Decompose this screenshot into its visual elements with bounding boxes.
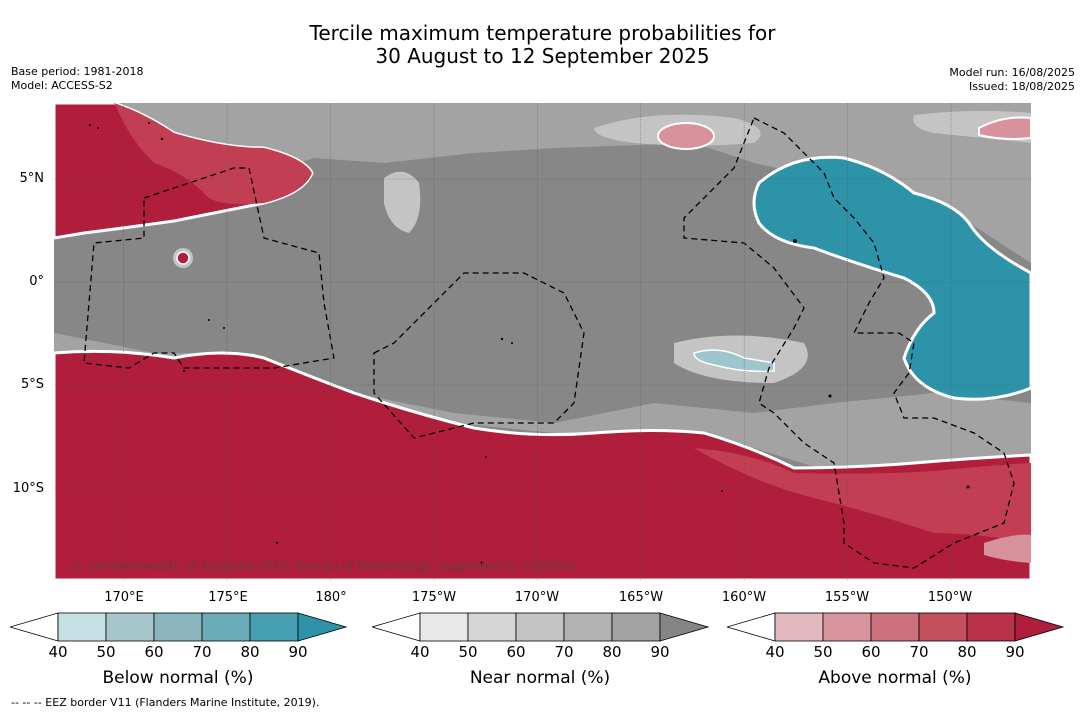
model-run: Model run: 16/08/2025 — [949, 66, 1075, 79]
cbar-near-tick: 40 — [410, 643, 430, 661]
above-normal-south-light-tone — [984, 534, 1031, 563]
colorbar-cell — [153, 612, 203, 642]
below-normal-light-patch — [693, 349, 775, 373]
lon-label-155w: 155°W — [824, 590, 870, 605]
colorbar-above-normal — [727, 612, 1065, 642]
cbar-below-tick: 80 — [240, 643, 260, 661]
lon-label-150w: 150°W — [927, 590, 973, 605]
colorbar-cell — [467, 612, 517, 642]
colorbar-cell — [611, 612, 661, 642]
cbar-above-under — [727, 612, 776, 642]
lon-label-160w: 160°W — [721, 590, 767, 605]
copyright-notice: © Commonwealth of Australia 2025, Bureau… — [71, 559, 577, 573]
lon-label-170w: 170°W — [514, 590, 560, 605]
cbar-below-under — [10, 612, 59, 642]
island-dots — [88, 122, 970, 565]
cbar-above-tick: 90 — [1005, 643, 1025, 661]
cbar-above-tick: 40 — [765, 643, 785, 661]
near-normal-light-patch-center — [384, 171, 421, 233]
cbar-below-tick: 50 — [96, 643, 116, 661]
above-normal-south-region — [54, 349, 1031, 580]
probability-map — [54, 103, 1031, 580]
meta-right: Model run: 16/08/2025 Issued: 18/08/2025 — [949, 66, 1075, 94]
lat-label-0: 0° — [29, 274, 44, 289]
colorbar-above-title: Above normal (%) — [818, 668, 972, 688]
cbar-above-tick: 50 — [813, 643, 833, 661]
cbar-near-tick: 70 — [554, 643, 574, 661]
lon-label-170e: 170°E — [104, 590, 144, 605]
colorbar-below-normal — [10, 612, 348, 642]
colorbar-cell — [870, 612, 920, 642]
issued-date: Issued: 18/08/2025 — [968, 80, 1075, 93]
lat-label-5n: 5°N — [19, 171, 45, 186]
model-name: Model: ACCESS-S2 — [11, 79, 113, 92]
lon-label-175e: 175°E — [208, 590, 248, 605]
meta-left: Base period: 1981-2018 Model: ACCESS-S2 — [11, 65, 143, 93]
cbar-near-tick: 60 — [506, 643, 526, 661]
near-normal-mid-band-south — [54, 333, 1031, 473]
colorbar-cell — [105, 612, 155, 642]
above-normal-patch-northeast — [978, 116, 1031, 140]
cbar-near-tick: 80 — [602, 643, 622, 661]
cbar-near-tick: 90 — [650, 643, 670, 661]
colorbar-cell — [57, 612, 107, 642]
cbar-below-tick: 60 — [144, 643, 164, 661]
cbar-above-over — [1014, 612, 1065, 642]
cbar-below-tick: 40 — [48, 643, 68, 661]
eez-borders — [83, 117, 1015, 569]
cbar-below-over — [297, 612, 348, 642]
colorbar-cell — [249, 612, 299, 642]
below-normal-region — [752, 155, 1031, 401]
graticule — [54, 103, 1031, 580]
colorbar-cell — [774, 612, 824, 642]
above-normal-patch-north — [657, 122, 715, 150]
colorbar-cell — [563, 612, 613, 642]
title-line-2: 30 August to 12 September 2025 — [375, 44, 710, 68]
cbar-above-tick: 70 — [909, 643, 929, 661]
cbar-above-tick: 60 — [861, 643, 881, 661]
colorbar-near-normal — [372, 612, 710, 642]
cbar-below-tick: 70 — [192, 643, 212, 661]
chart-title: Tercile maximum temperature probabilitie… — [0, 22, 1085, 68]
colorbar-cell — [822, 612, 872, 642]
colorbar-cell — [515, 612, 565, 642]
title-line-1: Tercile maximum temperature probabilitie… — [309, 21, 776, 45]
lon-label-165w: 165°W — [618, 590, 664, 605]
cbar-near-over — [659, 612, 710, 642]
colorbar-cell — [918, 612, 968, 642]
lon-label-180: 180° — [315, 590, 347, 605]
eez-footnote: -- -- -- EEZ border V11 (Flanders Marine… — [11, 696, 320, 709]
colorbar-below-title: Below normal (%) — [102, 668, 254, 688]
cbar-near-under — [372, 612, 421, 642]
base-period: Base period: 1981-2018 — [11, 65, 144, 78]
colorbar-cell — [201, 612, 251, 642]
colorbar-cell — [966, 612, 1016, 642]
cbar-below-tick: 90 — [288, 643, 308, 661]
near-normal-mid-band-top — [54, 103, 1031, 263]
cbar-near-tick: 50 — [458, 643, 478, 661]
lat-label-10s: 10°S — [12, 481, 44, 496]
above-normal-south-mid-tone — [694, 448, 1031, 543]
cbar-above-tick: 80 — [957, 643, 977, 661]
lat-label-5s: 5°S — [20, 377, 44, 392]
colorbar-near-title: Near normal (%) — [469, 668, 611, 688]
lon-label-175w: 175°W — [411, 590, 457, 605]
colorbar-cell — [419, 612, 469, 642]
above-normal-patch-island-core — [176, 251, 190, 265]
